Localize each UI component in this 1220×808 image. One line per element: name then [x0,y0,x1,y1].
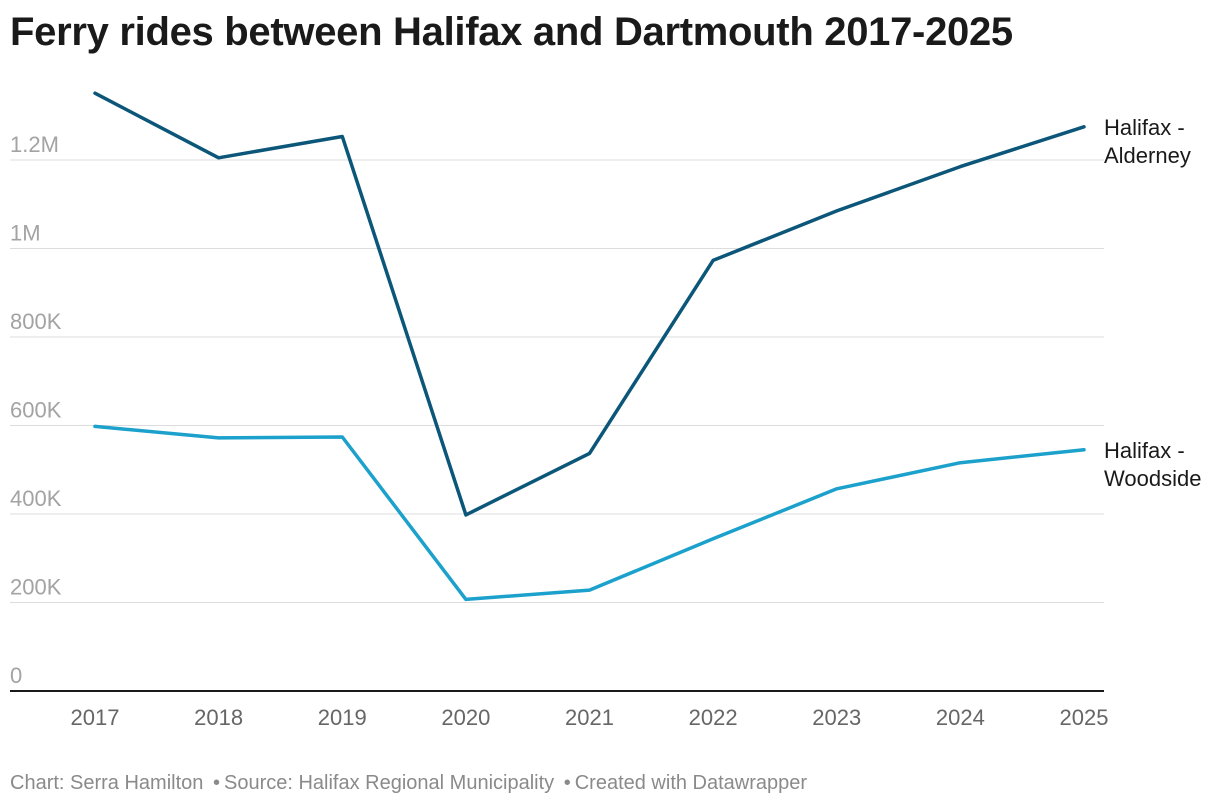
x-tick-label: 2018 [194,705,243,730]
series-labels: Halifax -Alderney Halifax -Woodside [1104,115,1201,491]
series-lines [93,91,1086,602]
x-axis-tick-labels: 2017 2018 2019 2020 2021 2022 2023 2024 2025 [71,705,1109,730]
x-tick-label: 2025 [1060,705,1109,730]
chart-footer: Chart: Serra Hamilton • Source: Halifax R… [10,772,807,795]
series-label-1: Halifax -Woodside [1104,438,1201,491]
footer-separator: • [563,772,571,794]
y-tick-label: 1.2M [10,132,59,157]
gridlines [10,159,1104,603]
x-tick-label: 2020 [441,705,490,730]
x-tick-label: 2023 [812,705,861,730]
x-tick-label: 2021 [565,705,614,730]
x-tick-label: 2019 [318,705,367,730]
y-tick-label: 600K [10,398,62,423]
y-tick-label: 1M [10,221,41,246]
x-tick-label: 2022 [689,705,738,730]
chart-source: Source: Halifax Regional Municipality [223,772,555,794]
x-tick-label: 2017 [71,705,120,730]
footer-separator: • [212,772,220,794]
y-tick-label: 400K [10,486,62,511]
series-line-0 [93,91,1086,517]
x-tick-label: 2024 [936,705,985,730]
chart-title: Ferry rides between Halifax and Dartmout… [10,10,1013,54]
series-line-1 [93,424,1086,602]
y-tick-label: 800K [10,309,62,334]
y-tick-label: 200K [10,575,62,600]
series-label-0: Halifax -Alderney [1104,115,1191,168]
created-with: Created with Datawrapper [574,772,808,794]
y-axis-tick-labels: 0 200K 400K 600K 800K 1M 1.2M [10,132,62,688]
y-tick-label: 0 [10,663,22,688]
chart-credit: Chart: Serra Hamilton [10,772,204,794]
